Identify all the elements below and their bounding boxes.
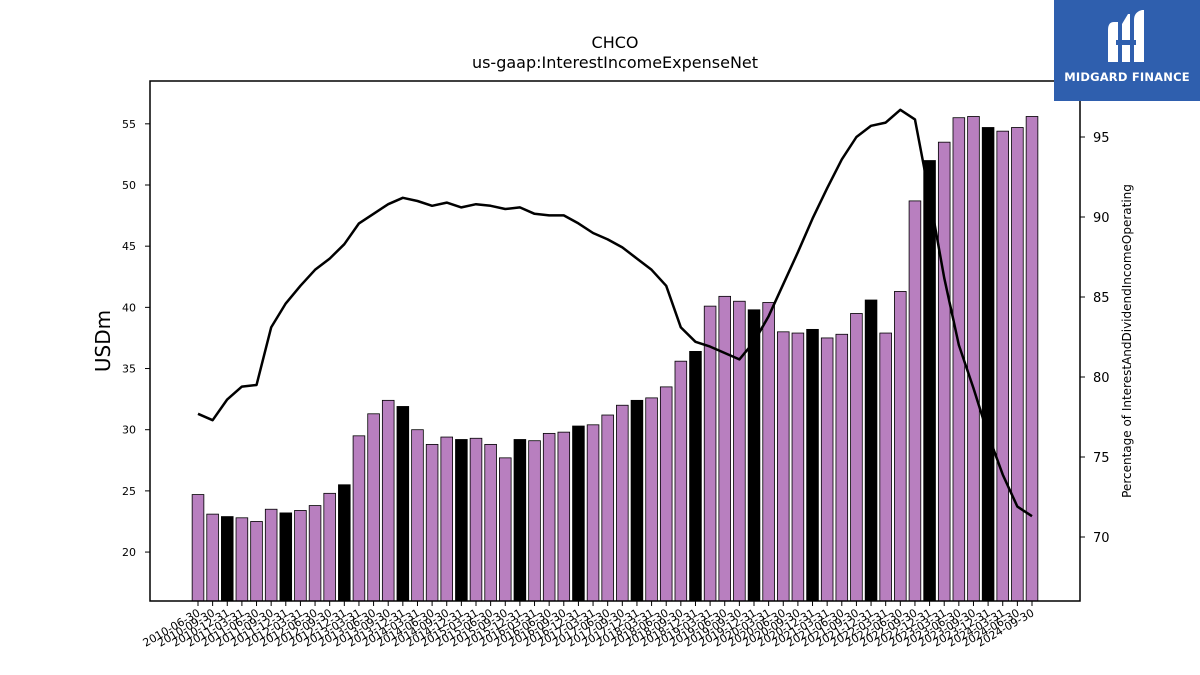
bar bbox=[659, 386, 673, 602]
y2-tick-label: 90 bbox=[1093, 211, 1110, 226]
y-tick-label: 55 bbox=[122, 118, 136, 131]
bar bbox=[703, 305, 717, 602]
bar bbox=[221, 516, 234, 602]
bar bbox=[191, 494, 205, 602]
y-tick-label: 25 bbox=[122, 485, 136, 498]
midgard-logo-icon bbox=[1108, 10, 1144, 62]
chart-title: CHCO bbox=[592, 33, 639, 52]
bar bbox=[323, 492, 336, 602]
bars-layer bbox=[191, 116, 1039, 602]
bar bbox=[850, 313, 863, 602]
y2-tick-label: 80 bbox=[1093, 371, 1110, 386]
bar bbox=[820, 337, 834, 602]
bar bbox=[689, 350, 702, 602]
bar bbox=[908, 200, 922, 602]
bar bbox=[894, 291, 907, 602]
bar bbox=[425, 443, 439, 602]
x-axis: 2010-06-302010-09-302010-12-312011-03-31… bbox=[141, 601, 1037, 650]
bar bbox=[440, 436, 453, 602]
y-tick-label: 50 bbox=[122, 179, 136, 192]
bar bbox=[586, 424, 600, 602]
bar bbox=[352, 435, 366, 602]
bar bbox=[557, 431, 571, 602]
y-axis-right: 70 75 80 85 90 95 bbox=[1080, 131, 1110, 546]
bar bbox=[616, 404, 629, 602]
y2-tick-label: 95 bbox=[1093, 131, 1110, 146]
bar bbox=[396, 406, 410, 602]
bar bbox=[1025, 116, 1039, 602]
bar bbox=[733, 300, 746, 602]
bar bbox=[747, 309, 761, 602]
bar bbox=[367, 413, 380, 602]
chart-subtitle: us-gaap:InterestIncomeExpenseNet bbox=[472, 53, 758, 72]
bar bbox=[879, 332, 892, 602]
bar bbox=[996, 130, 1009, 602]
line-layer bbox=[197, 108, 1033, 518]
plot-frame bbox=[149, 80, 1081, 602]
bar bbox=[294, 510, 307, 602]
y-tick-label: 30 bbox=[122, 424, 136, 437]
bar bbox=[791, 332, 805, 602]
bar bbox=[308, 505, 322, 602]
bar bbox=[381, 399, 395, 602]
y-axis-label: USDm bbox=[91, 310, 115, 372]
bar bbox=[469, 437, 483, 602]
bar bbox=[674, 360, 688, 602]
bar bbox=[484, 443, 497, 602]
bar bbox=[967, 116, 980, 602]
y2-tick-label: 70 bbox=[1093, 531, 1110, 546]
bar bbox=[601, 414, 614, 602]
bar bbox=[411, 429, 424, 602]
bar bbox=[718, 295, 731, 602]
bar bbox=[264, 508, 278, 602]
bar bbox=[777, 331, 790, 602]
y-tick-label: 20 bbox=[122, 546, 136, 559]
bar bbox=[630, 399, 644, 602]
bar bbox=[937, 141, 951, 602]
bar bbox=[864, 299, 878, 602]
bar bbox=[572, 425, 585, 602]
bar bbox=[762, 302, 775, 602]
y2-axis-label: Percentage of InterestAndDividendIncomeO… bbox=[1120, 184, 1134, 498]
bar bbox=[835, 333, 849, 602]
y2-tick-label: 75 bbox=[1093, 451, 1110, 466]
y-tick-label: 40 bbox=[122, 301, 136, 314]
bar bbox=[542, 432, 556, 602]
y2-tick-label: 85 bbox=[1093, 291, 1110, 306]
bar bbox=[645, 397, 658, 602]
logo-text: MIDGARD FINANCE bbox=[1064, 70, 1190, 84]
bar bbox=[250, 521, 263, 602]
bar bbox=[806, 328, 819, 602]
bar bbox=[279, 512, 293, 602]
bar bbox=[513, 439, 527, 602]
bar bbox=[528, 440, 541, 602]
midgard-finance-logo: MIDGARD FINANCE bbox=[1054, 0, 1200, 101]
bar bbox=[235, 517, 249, 602]
bar bbox=[338, 484, 351, 602]
y-tick-label: 45 bbox=[122, 240, 136, 253]
bar bbox=[499, 457, 512, 602]
y-tick-label: 35 bbox=[122, 363, 136, 376]
bar bbox=[981, 127, 995, 602]
series-line bbox=[197, 108, 1033, 518]
y-axis-left: 20 25 30 35 40 45 50 55 bbox=[122, 118, 150, 559]
bar bbox=[923, 160, 936, 602]
bar bbox=[455, 439, 468, 602]
bar bbox=[206, 513, 219, 602]
bar bbox=[1011, 127, 1024, 602]
